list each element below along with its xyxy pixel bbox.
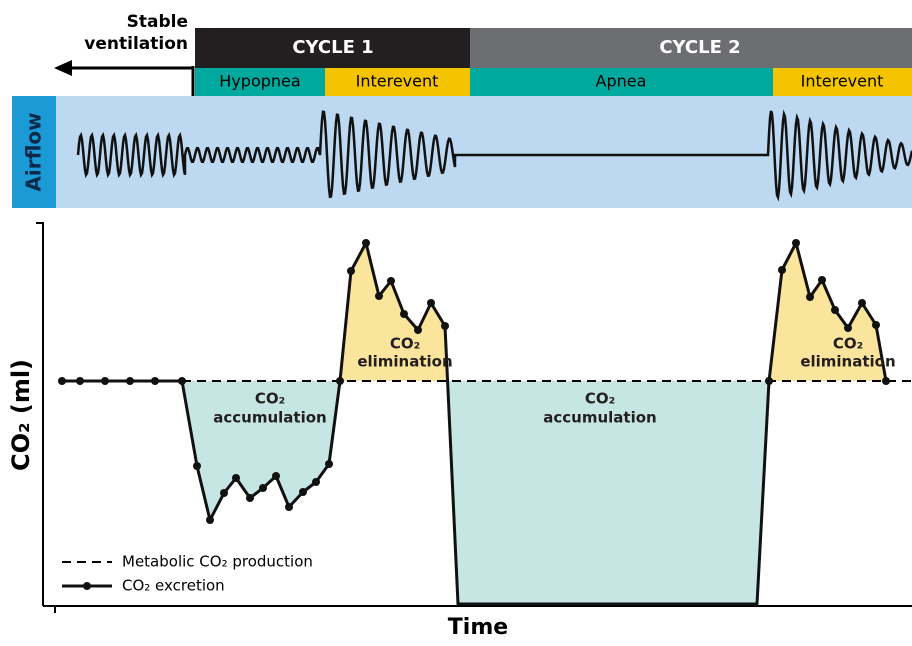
region-label: CO₂ xyxy=(255,390,285,408)
excretion-point xyxy=(872,321,880,329)
excretion-line xyxy=(62,241,888,606)
phase-label: Interevent xyxy=(356,72,439,91)
accumulation-area xyxy=(449,381,769,604)
excretion-point xyxy=(387,277,395,285)
region-label: CO₂ xyxy=(833,335,863,353)
excretion-point xyxy=(778,266,786,274)
excretion-point xyxy=(76,377,84,385)
phase-bar xyxy=(195,68,325,96)
excretion-point xyxy=(312,478,320,486)
excretion-point xyxy=(206,516,214,524)
excretion-point xyxy=(178,377,186,385)
airflow-tab xyxy=(12,96,56,208)
excretion-point xyxy=(299,488,307,496)
phase-label: Hypopnea xyxy=(219,72,300,91)
arrow-head xyxy=(54,60,72,76)
cycle-bar xyxy=(470,28,912,68)
excretion-point xyxy=(362,239,370,247)
excretion-points xyxy=(58,239,890,524)
excretion-point xyxy=(844,324,852,332)
excretion-point xyxy=(325,460,333,468)
phase-label: Interevent xyxy=(801,72,884,91)
accumulation-area xyxy=(182,381,340,520)
excretion-point xyxy=(151,377,159,385)
y-axis-label: CO₂ (ml) xyxy=(7,359,35,471)
excretion-point xyxy=(232,474,240,482)
legend-swatch xyxy=(83,582,91,590)
excretion-point xyxy=(285,503,293,511)
excretion-point xyxy=(806,293,814,301)
region-label: accumulation xyxy=(543,409,656,427)
cycle-bar xyxy=(195,28,470,68)
cycle-label: CYCLE 1 xyxy=(292,37,373,58)
airflow-wave xyxy=(76,109,912,202)
region-label: elimination xyxy=(800,353,895,371)
excretion-point xyxy=(818,276,826,284)
excretion-point xyxy=(272,472,280,480)
excretion-point xyxy=(400,310,408,318)
excretion-point xyxy=(193,462,201,470)
excretion-point xyxy=(101,377,109,385)
legend-label: Metabolic CO₂ production xyxy=(122,553,313,571)
excretion-point xyxy=(58,377,66,385)
excretion-point xyxy=(126,377,134,385)
excretion-point xyxy=(427,299,435,307)
x-axis-label: Time xyxy=(448,615,508,640)
stable-label: ventilation xyxy=(84,34,188,54)
excretion-point xyxy=(858,299,866,307)
excretion-point xyxy=(347,267,355,275)
excretion-point xyxy=(792,239,800,247)
phase-bar xyxy=(470,68,773,96)
excretion-point xyxy=(441,322,449,330)
legend-label: CO₂ excretion xyxy=(122,577,225,595)
excretion-point xyxy=(259,484,267,492)
region-label: elimination xyxy=(357,353,452,371)
phase-label: Apnea xyxy=(596,72,647,91)
excretion-point xyxy=(375,292,383,300)
elimination-area xyxy=(769,243,886,381)
region-label: accumulation xyxy=(213,409,326,427)
excretion-point xyxy=(414,326,422,334)
excretion-point xyxy=(882,377,890,385)
phase-bar xyxy=(325,68,470,96)
excretion-point xyxy=(831,306,839,314)
phase-bar xyxy=(773,68,912,96)
region-label: CO₂ xyxy=(585,390,615,408)
excretion-point xyxy=(246,494,254,502)
excretion-point xyxy=(220,489,228,497)
airflow-label: Airflow xyxy=(22,112,46,191)
excretion-point xyxy=(336,377,344,385)
excretion-point xyxy=(765,377,773,385)
elimination-area xyxy=(340,243,449,381)
airflow-panel xyxy=(12,96,912,208)
stable-label: Stable xyxy=(127,12,188,32)
cycle-label: CYCLE 2 xyxy=(659,37,740,58)
region-label: CO₂ xyxy=(390,335,420,353)
